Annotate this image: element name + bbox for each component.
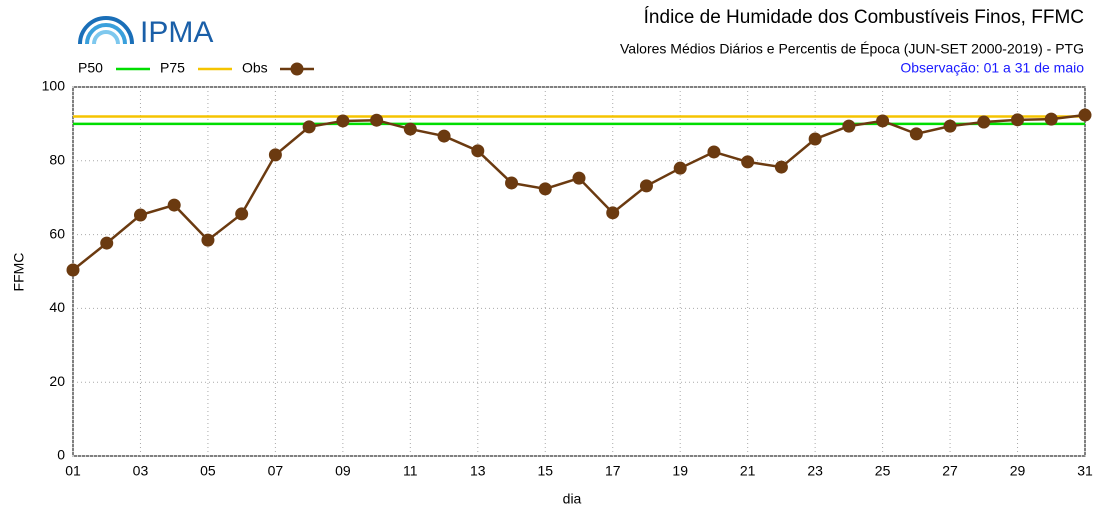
x-tick-label: 27 — [942, 463, 958, 479]
point — [201, 233, 215, 247]
x-tick-label: 11 — [403, 463, 418, 479]
series-line — [72, 113, 1086, 272]
x-tick-label: 31 — [1077, 463, 1093, 479]
x-tick-label: 23 — [807, 463, 823, 479]
point — [538, 182, 552, 196]
point — [336, 114, 350, 128]
point — [370, 113, 384, 127]
point — [741, 155, 755, 169]
point — [1044, 112, 1058, 126]
x-tick-label: 03 — [133, 463, 149, 479]
point — [774, 160, 788, 174]
x-tick-label: 13 — [470, 463, 486, 479]
legend-marker — [290, 62, 304, 76]
x-tick-label: 25 — [875, 463, 891, 479]
annotation: Observação: 01 a 31 de maio — [900, 60, 1084, 76]
point — [235, 207, 249, 221]
x-tick-label: 29 — [1010, 463, 1026, 479]
legend-label: P50 — [78, 60, 103, 76]
point — [977, 115, 991, 129]
legend-label: P75 — [160, 60, 185, 76]
y-tick-label: 100 — [42, 78, 66, 94]
point — [943, 119, 957, 133]
y-tick-label: 40 — [49, 299, 65, 315]
chart-title: Índice de Humidade dos Combustíveis Fino… — [644, 7, 1084, 28]
point — [842, 119, 856, 133]
x-tick-label: 01 — [65, 463, 81, 479]
x-tick-label: 09 — [335, 463, 351, 479]
y-tick-label: 80 — [49, 152, 65, 168]
plot-frame — [72, 86, 1086, 457]
x-tick-label: 15 — [537, 463, 553, 479]
point — [1011, 113, 1025, 127]
point — [876, 114, 890, 128]
logo-text: IPMA — [140, 16, 213, 49]
legend-label: Obs — [242, 60, 268, 76]
x-tick-label: 05 — [200, 463, 216, 479]
point — [167, 198, 181, 212]
point — [707, 145, 721, 159]
point — [268, 148, 282, 162]
y-tick-label: 60 — [49, 225, 65, 241]
x-tick-label: 07 — [268, 463, 284, 479]
point — [437, 129, 451, 143]
point — [808, 132, 822, 146]
point — [606, 206, 620, 220]
y-axis-label: FFMC — [11, 253, 27, 292]
logo-icon — [78, 16, 134, 45]
point — [133, 208, 147, 222]
point — [100, 236, 114, 250]
point — [639, 179, 653, 193]
point — [505, 176, 519, 190]
chart-subtitle: Valores Médios Diários e Percentis de Ép… — [620, 41, 1084, 57]
point — [909, 127, 923, 141]
y-tick-label: 0 — [57, 447, 65, 463]
x-tick-label: 19 — [672, 463, 688, 479]
x-axis-label: dia — [563, 491, 582, 507]
x-tick-label: 21 — [740, 463, 756, 479]
point — [673, 161, 687, 175]
point — [403, 122, 417, 136]
point — [302, 120, 316, 134]
point — [1078, 108, 1092, 122]
y-tick-label: 20 — [49, 373, 65, 389]
x-tick-label: 17 — [605, 463, 621, 479]
point — [66, 263, 80, 277]
point — [572, 171, 586, 185]
point — [471, 144, 485, 158]
